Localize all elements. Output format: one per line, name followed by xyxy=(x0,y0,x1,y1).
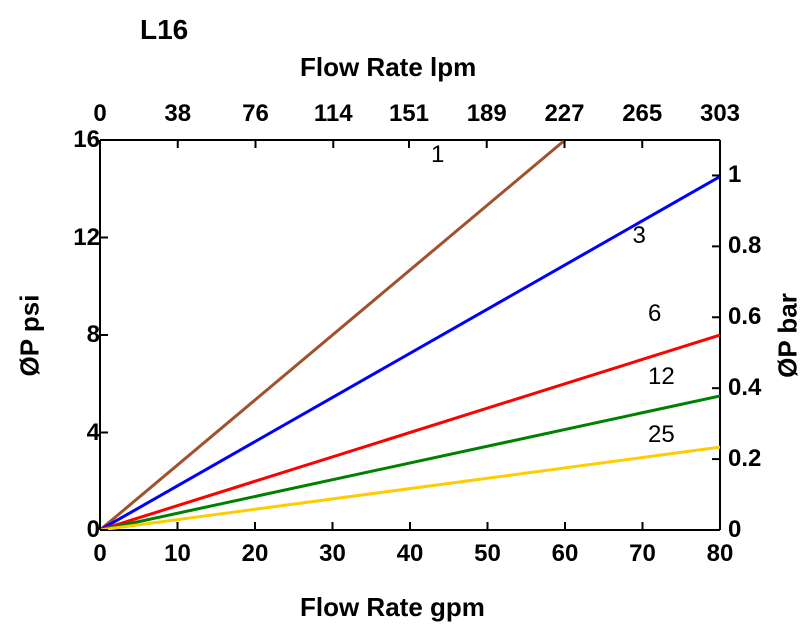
x-top-tick: 151 xyxy=(379,100,439,128)
x-bottom-tick: 60 xyxy=(535,540,595,568)
x-bottom-tick: 40 xyxy=(380,540,440,568)
y-right-tick: 0.6 xyxy=(728,303,788,331)
x-top-tick: 265 xyxy=(612,100,672,128)
x-top-tick: 227 xyxy=(534,100,594,128)
x-bottom-tick: 50 xyxy=(458,540,518,568)
series-label: 3 xyxy=(633,222,646,250)
y-left-tick: 4 xyxy=(40,419,100,447)
y-left-tick: 16 xyxy=(40,126,100,154)
x-top-tick: 303 xyxy=(690,100,750,128)
y-left-tick: 0 xyxy=(40,516,100,544)
x-top-tick: 0 xyxy=(70,100,130,128)
x-bottom-tick: 20 xyxy=(225,540,285,568)
series-line xyxy=(100,396,720,530)
x-top-tick: 38 xyxy=(148,100,208,128)
x-bottom-tick: 0 xyxy=(70,540,130,568)
x-bottom-tick: 30 xyxy=(303,540,363,568)
x-top-tick: 76 xyxy=(226,100,286,128)
y-left-tick: 8 xyxy=(40,321,100,349)
x-top-tick: 114 xyxy=(303,100,363,128)
x-bottom-tick: 70 xyxy=(613,540,673,568)
series-line xyxy=(100,335,720,530)
y-right-tick: 0.2 xyxy=(728,445,788,473)
series-label: 1 xyxy=(431,141,444,169)
series-label: 12 xyxy=(648,363,675,391)
y-right-tick: 1 xyxy=(728,161,788,189)
series-line xyxy=(100,447,720,530)
y-left-tick: 12 xyxy=(40,224,100,252)
x-bottom-tick: 80 xyxy=(690,540,750,568)
chart-container: { "chart": { "type": "line", "title": "L… xyxy=(0,0,808,644)
y-right-tick: 0.4 xyxy=(728,374,788,402)
series-line xyxy=(100,177,720,530)
series-line xyxy=(100,140,565,530)
series-label: 6 xyxy=(648,300,661,328)
y-right-tick: 0 xyxy=(728,516,788,544)
x-bottom-tick: 10 xyxy=(148,540,208,568)
y-right-tick: 0.8 xyxy=(728,232,788,260)
series-label: 25 xyxy=(648,421,675,449)
x-top-tick: 189 xyxy=(457,100,517,128)
